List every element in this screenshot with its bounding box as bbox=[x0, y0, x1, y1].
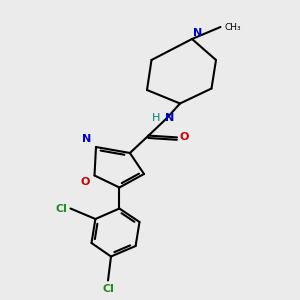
Text: O: O bbox=[81, 177, 90, 187]
Text: N: N bbox=[165, 112, 174, 123]
Text: Cl: Cl bbox=[102, 284, 114, 293]
Text: H: H bbox=[152, 112, 160, 123]
Text: O: O bbox=[180, 132, 189, 142]
Text: Cl: Cl bbox=[56, 203, 68, 214]
Text: CH₃: CH₃ bbox=[224, 22, 241, 32]
Text: N: N bbox=[194, 28, 203, 38]
Text: N: N bbox=[82, 134, 92, 144]
